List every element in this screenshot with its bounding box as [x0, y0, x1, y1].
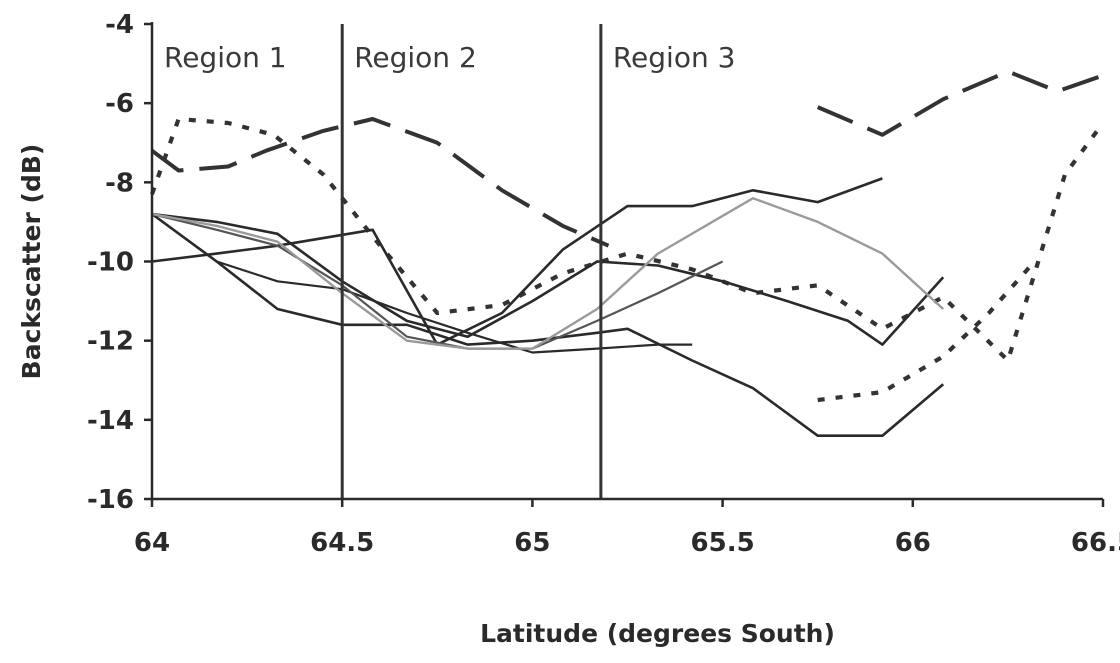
x-axis-title: Latitude (degrees South) — [480, 619, 835, 648]
region-label-3: Region 3 — [613, 41, 736, 74]
series-layer — [150, 69, 1105, 438]
y-tick-label: -16 — [87, 485, 134, 515]
series-line-2 — [816, 69, 1104, 137]
y-axis-title: Backscatter (dB) — [17, 144, 46, 380]
x-tick-label: 64 — [134, 528, 170, 558]
series-line-9 — [151, 212, 724, 350]
series-line-6 — [151, 212, 945, 346]
series-line-4 — [817, 260, 1037, 403]
x-tick-label: 66 — [895, 528, 931, 558]
series-line-3 — [150, 116, 1105, 363]
x-tick-label: 66.5 — [1071, 528, 1120, 558]
y-tick-label: -10 — [87, 248, 134, 278]
series-line-5 — [151, 177, 883, 346]
y-tick-label: -12 — [87, 327, 134, 357]
y-tick-label: -14 — [87, 406, 134, 436]
region-label-1: Region 1 — [164, 41, 287, 74]
y-tick-label: -6 — [105, 89, 134, 119]
series-line-10 — [151, 196, 945, 350]
y-tick-label: -4 — [105, 10, 134, 40]
x-tick-label: 64.5 — [310, 528, 374, 558]
axes — [144, 22, 1105, 507]
labels: Region 1 Region 2 Region 3 -4 -6 -8 -10 -12 -14 -… — [17, 10, 1120, 648]
x-tick-label: 65 — [514, 528, 550, 558]
series-line-7 — [151, 212, 945, 438]
region-label-2: Region 2 — [354, 41, 477, 74]
series-line-8 — [151, 213, 693, 354]
x-tick-label: 65.5 — [691, 528, 755, 558]
y-tick-label: -8 — [105, 168, 134, 198]
region-dividers — [340, 24, 603, 499]
series-line-1 — [150, 117, 610, 248]
